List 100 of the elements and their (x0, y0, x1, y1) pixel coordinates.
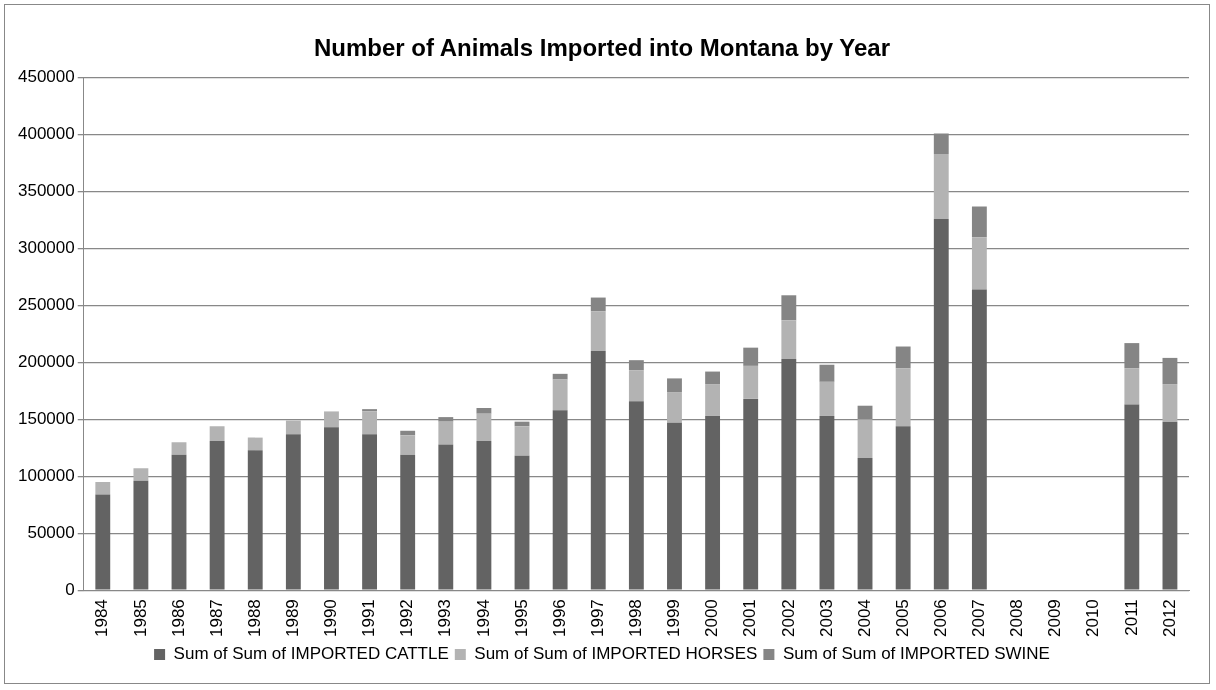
bar (324, 411, 339, 428)
x-tick-label: 2001 (740, 599, 760, 638)
x-tick-label: 1986 (168, 599, 188, 638)
x-tick-label: 1992 (397, 599, 417, 638)
x-tick-label: 1989 (283, 599, 303, 638)
y-tick-label: 350000 (17, 181, 75, 201)
x-tick-label: 2005 (892, 599, 912, 638)
bar (628, 370, 644, 402)
x-tick-label: 1994 (473, 599, 493, 638)
bar (438, 421, 454, 445)
bar (1124, 404, 1140, 590)
bar (971, 206, 987, 238)
bar (247, 450, 263, 590)
bar (743, 365, 759, 399)
x-tick-label: 2006 (930, 599, 950, 638)
bar (667, 378, 682, 393)
bar (667, 392, 682, 423)
bar (895, 426, 911, 590)
x-tick-label: 2007 (969, 599, 989, 638)
bar (171, 454, 187, 590)
bar (743, 398, 759, 590)
x-tick-label: 2000 (702, 599, 722, 638)
bar (400, 454, 416, 590)
bar (933, 218, 949, 590)
bar (971, 237, 987, 290)
legend-label: Sum of Sum of IMPORTED HORSES (474, 644, 758, 664)
bar (628, 401, 644, 590)
bar (857, 419, 873, 459)
y-tick-label: 400000 (17, 124, 75, 144)
bar (285, 434, 301, 590)
x-tick-label: 2012 (1159, 599, 1179, 638)
bar (362, 411, 378, 435)
bar (819, 381, 835, 416)
bar (667, 422, 682, 590)
bar (133, 480, 149, 590)
y-tick-label: 50000 (27, 522, 75, 542)
bar (476, 413, 492, 442)
x-tick-label: 2008 (1007, 599, 1027, 638)
x-tick-label: 1998 (626, 599, 646, 638)
bar (552, 379, 568, 411)
legend-label: Sum of Sum of IMPORTED SWINE (782, 644, 1050, 664)
bar (590, 351, 606, 590)
bar (476, 408, 492, 414)
bar (552, 373, 568, 380)
x-tick-label: 2002 (778, 599, 798, 638)
bar (933, 154, 949, 219)
x-tick-label: 1993 (435, 599, 455, 638)
x-tick-label: 2011 (1121, 599, 1141, 636)
bar (590, 311, 606, 352)
bar (819, 364, 835, 382)
x-tick-label: 2009 (1045, 599, 1065, 638)
bar (324, 427, 339, 590)
chart-title: Number of Animals Imported into Montana by Year (313, 34, 891, 62)
bar (781, 359, 797, 590)
bar (1162, 384, 1178, 422)
bar (514, 455, 530, 590)
bar (209, 426, 225, 442)
y-tick-label: 150000 (17, 409, 75, 429)
bar (705, 384, 721, 416)
bar (705, 415, 721, 590)
bar (514, 426, 530, 456)
bar (362, 434, 378, 590)
y-tick-label: 200000 (17, 352, 75, 372)
bar (1162, 421, 1178, 590)
bar (781, 320, 797, 360)
bar (171, 442, 187, 455)
x-tick-label: 1999 (664, 599, 684, 638)
bar (819, 415, 835, 590)
legend-label: Sum of Sum of IMPORTED CATTLE (173, 644, 449, 664)
bar (95, 482, 111, 495)
y-tick-label: 300000 (17, 238, 75, 258)
x-tick-label: 1987 (206, 599, 226, 638)
x-tick-label: 1997 (587, 599, 607, 638)
bar (400, 435, 416, 455)
x-tick-label: 1996 (549, 599, 569, 638)
bar (247, 437, 263, 451)
bar (895, 368, 911, 427)
y-tick-label: 0 (65, 579, 75, 599)
y-tick-label: 250000 (17, 295, 75, 315)
bar (857, 405, 873, 420)
bar (1124, 368, 1140, 405)
bar (438, 444, 454, 590)
x-tick-label: 2003 (816, 599, 836, 638)
bar (209, 441, 225, 590)
x-tick-label: 2010 (1083, 599, 1103, 638)
x-tick-label: 1995 (511, 599, 531, 638)
x-tick-label: 1991 (359, 599, 379, 638)
x-tick-label: 1985 (130, 599, 150, 638)
x-tick-label: 2004 (854, 599, 874, 638)
x-tick-label: 1990 (321, 599, 341, 638)
x-tick-label: 1984 (92, 599, 112, 638)
y-tick-label: 100000 (17, 466, 75, 486)
bar (971, 289, 987, 590)
bar (857, 458, 873, 590)
bar (133, 468, 149, 481)
bar (705, 371, 721, 385)
bar (285, 420, 301, 435)
y-tick-label: 450000 (17, 67, 75, 87)
x-tick-label: 1988 (244, 599, 264, 638)
bar (552, 410, 568, 590)
